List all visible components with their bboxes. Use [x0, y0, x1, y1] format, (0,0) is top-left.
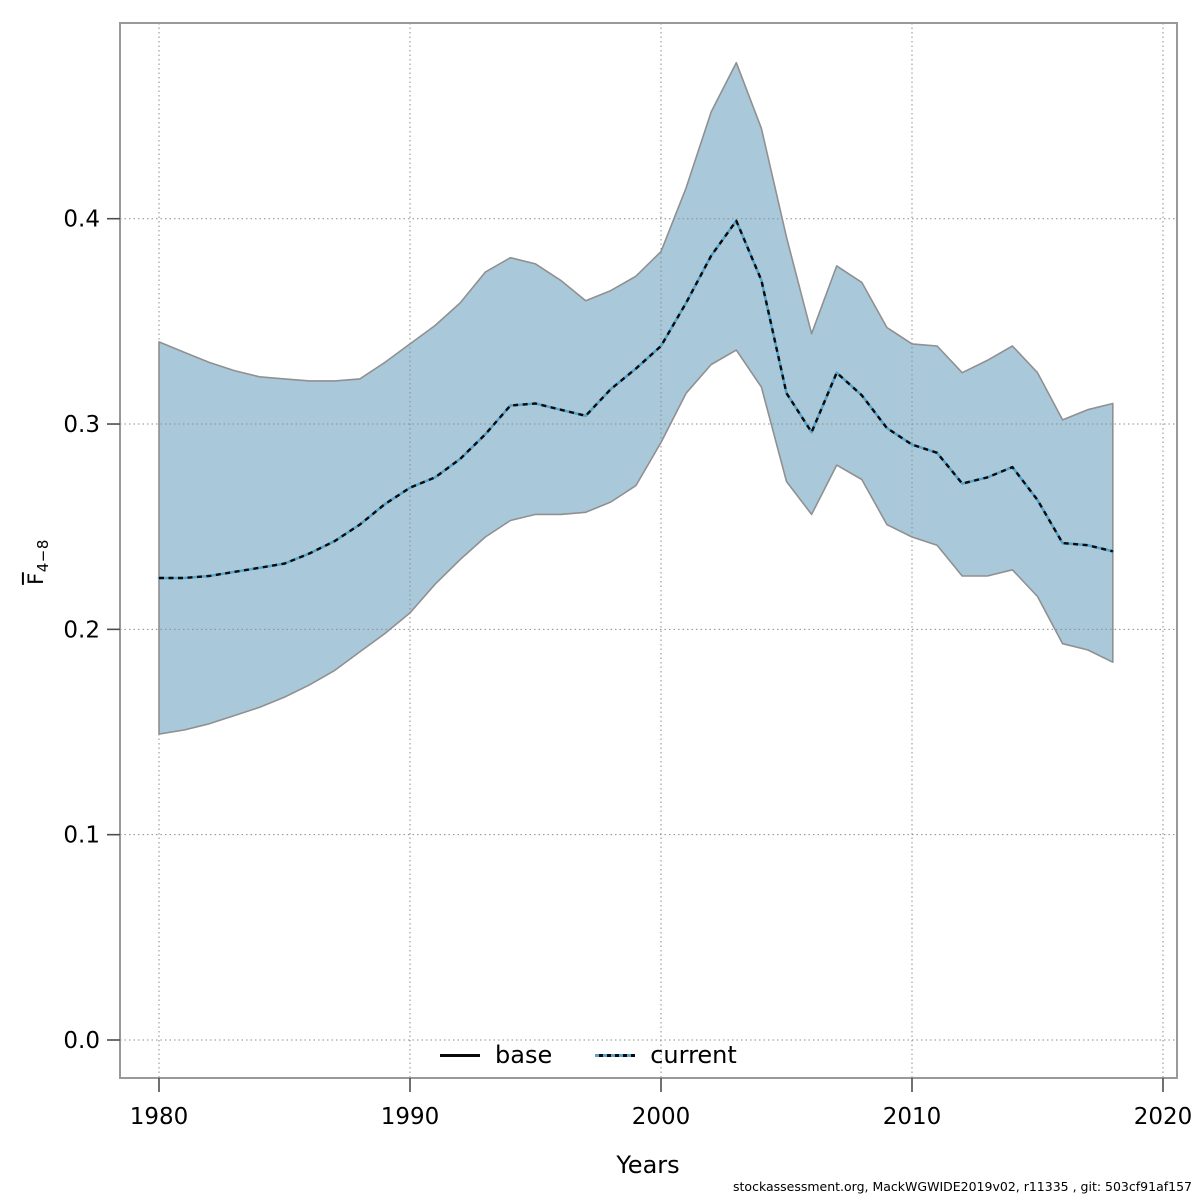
y-tick-label-0.4: 0.4 — [63, 207, 100, 233]
legend-key-base-line — [440, 1053, 480, 1057]
x-tick-label-2010: 2010 — [883, 1104, 942, 1130]
x-tick-label-1990: 1990 — [381, 1104, 440, 1130]
y-axis-title-sub: 4−8 — [34, 539, 53, 573]
y-tick-label-0.0: 0.0 — [63, 1028, 100, 1054]
legend-label-current: current — [650, 1041, 737, 1069]
plot-frame — [119, 22, 1178, 1079]
x-tick-label-1980: 1980 — [130, 1104, 189, 1130]
x-axis-title: Years — [616, 1151, 680, 1179]
x-tick-label-2000: 2000 — [632, 1104, 691, 1130]
source-footer: stockassessment.org, MackWGWIDE2019v02, … — [733, 1179, 1192, 1194]
x-tick-label-2020: 2020 — [1134, 1104, 1193, 1130]
legend: base current — [440, 1040, 737, 1070]
y-tick-label-0.1: 0.1 — [63, 823, 100, 849]
legend-key-current-line — [595, 1053, 636, 1057]
confidence-band — [158, 61, 1114, 735]
y-axis-title: F4−8 — [24, 539, 52, 585]
base-line — [159, 219, 1114, 580]
y-axis-title-main: F — [23, 572, 48, 585]
y-tick-label-0.3: 0.3 — [63, 412, 100, 438]
y-tick-label-0.2: 0.2 — [63, 617, 100, 643]
legend-label-base: base — [495, 1041, 553, 1069]
